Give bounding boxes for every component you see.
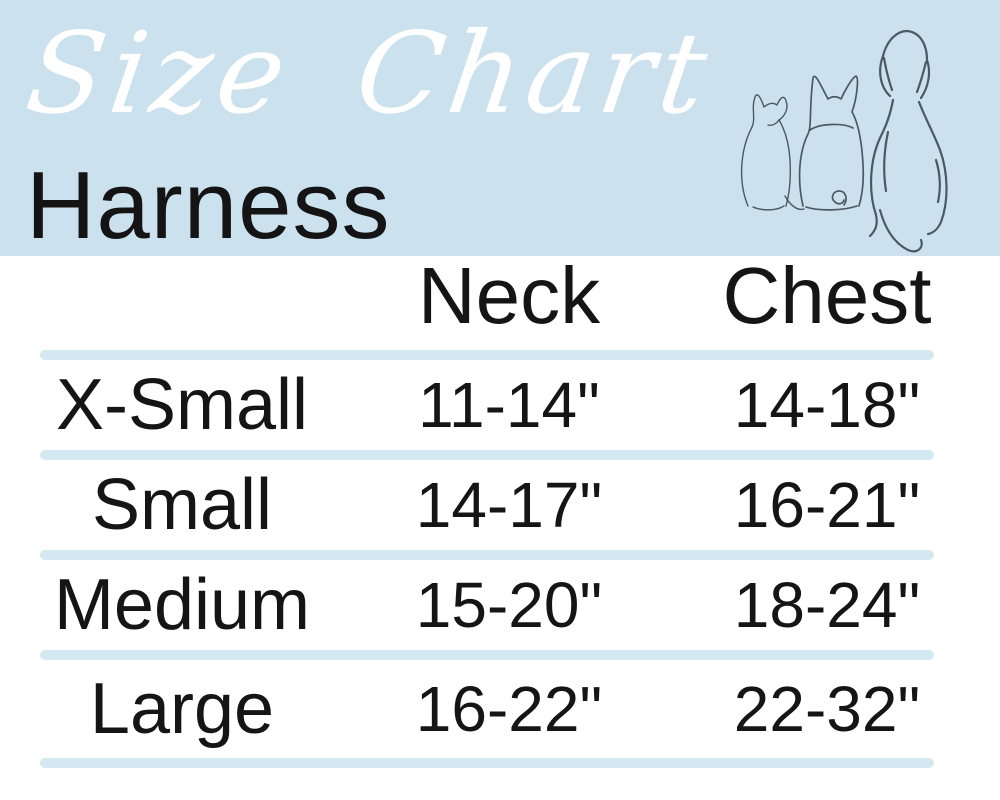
- size-label: Large: [89, 669, 275, 749]
- chest-value: 14-18": [733, 369, 921, 441]
- size-table: Neck Chest X-Small 11-14" 14-18" Small 1…: [0, 256, 1000, 768]
- table-row-medium: Medium 15-20" 18-24": [0, 560, 1000, 650]
- page-title: Size Chart: [19, 9, 721, 139]
- size-label: Medium: [53, 565, 311, 645]
- neck-value: 14-17": [415, 469, 603, 541]
- table-header-row: Neck Chest: [0, 256, 1000, 350]
- chest-value: 16-21": [733, 469, 921, 541]
- medium-dog-icon: [798, 75, 865, 211]
- large-dog-icon: [868, 29, 948, 253]
- size-label: X-Small: [55, 365, 309, 445]
- size-label: Small: [91, 465, 273, 545]
- row-divider: [40, 450, 934, 460]
- row-divider: [40, 550, 934, 560]
- neck-value: 16-22": [415, 673, 603, 745]
- column-header-size: [0, 336, 364, 350]
- chest-value: 22-32": [733, 673, 921, 745]
- category-title: Harness: [26, 152, 391, 259]
- header-banner: Size Chart Harness: [0, 0, 1000, 256]
- row-divider: [40, 650, 934, 660]
- table-row-large: Large 16-22" 22-32": [0, 660, 1000, 758]
- neck-value: 11-14": [418, 369, 600, 441]
- three-dogs-illustration: [740, 29, 948, 253]
- chest-value: 18-24": [733, 569, 921, 641]
- column-header-chest: Chest: [722, 251, 932, 340]
- row-divider: [40, 350, 934, 360]
- small-dog-icon: [740, 94, 805, 211]
- neck-value: 15-20": [415, 569, 603, 641]
- column-header-neck: Neck: [417, 251, 601, 340]
- table-row-xsmall: X-Small 11-14" 14-18": [0, 360, 1000, 450]
- table-row-small: Small 14-17" 16-21": [0, 460, 1000, 550]
- row-divider: [40, 758, 934, 768]
